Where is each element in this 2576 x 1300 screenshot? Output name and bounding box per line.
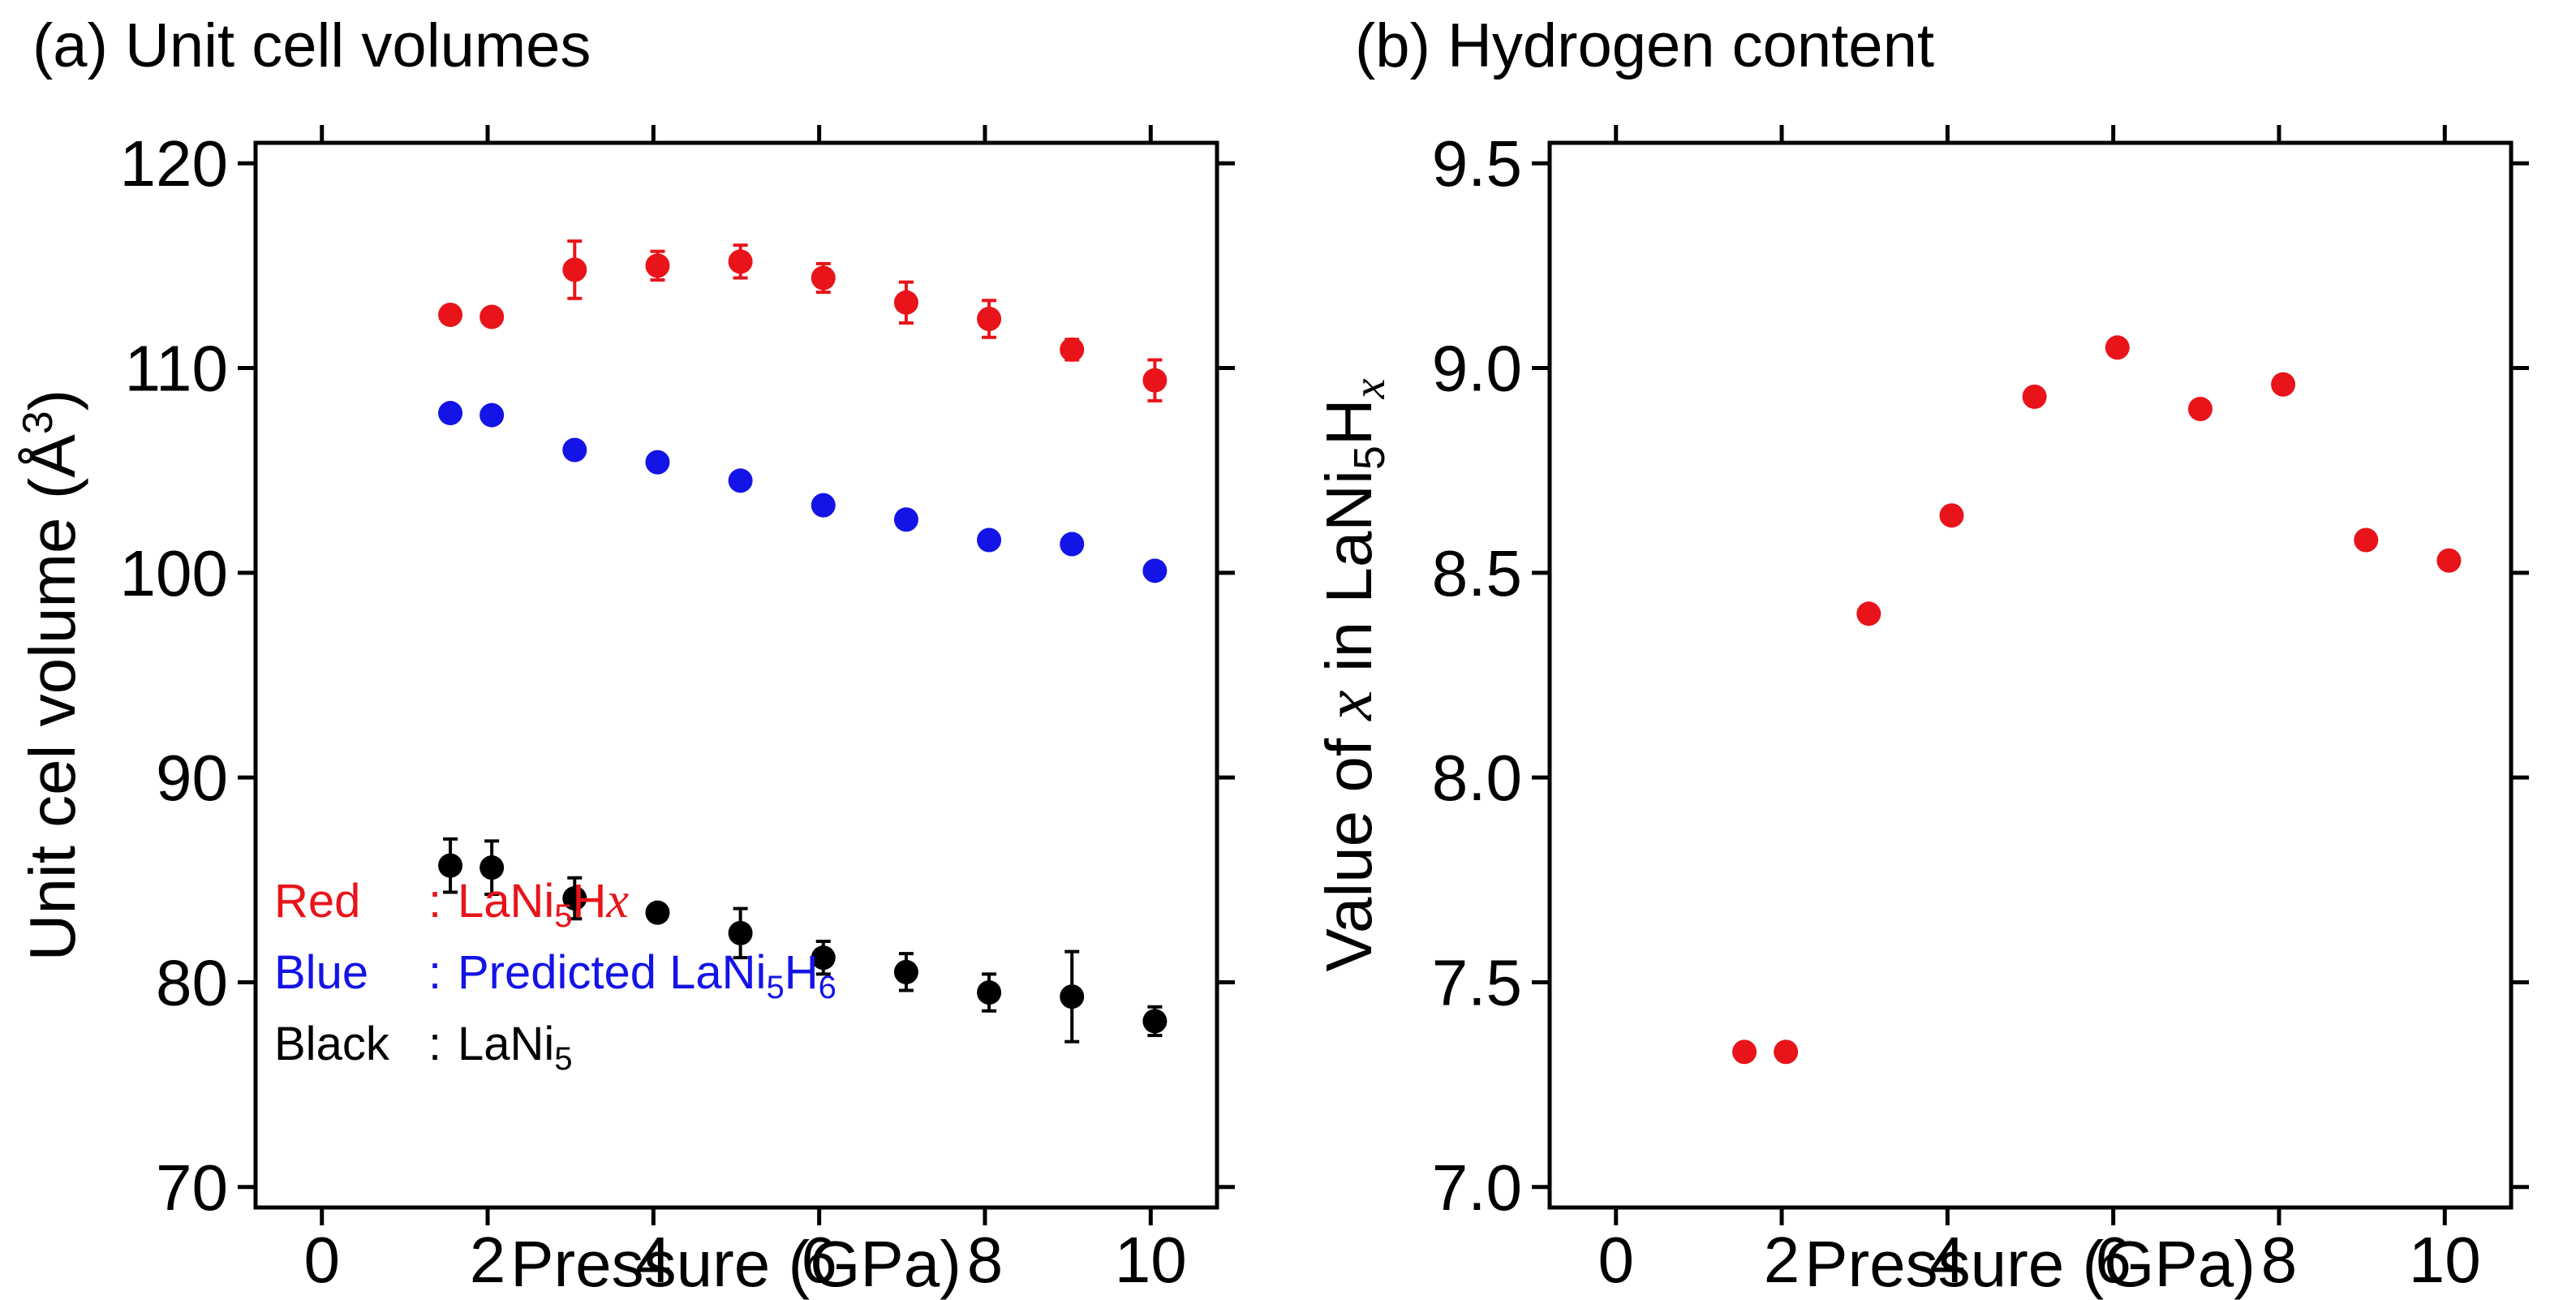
panel-a-data-point bbox=[893, 959, 918, 984]
panel-b-marks bbox=[1732, 335, 2462, 1065]
panel-a-y-tick-label: 120 bbox=[120, 127, 228, 200]
panel-b-data-point bbox=[1939, 503, 1964, 528]
panel-b-y-tick-label: 8.5 bbox=[1432, 537, 1522, 609]
panel-a-data-point bbox=[893, 290, 918, 315]
panel-a-x-tick-label: 10 bbox=[1115, 1224, 1187, 1296]
panel-b-y-axis-label-subx: x bbox=[1344, 378, 1395, 399]
panel-b-y-tick-label: 9.5 bbox=[1432, 127, 1522, 200]
panel-a-data-point bbox=[811, 265, 836, 291]
panel-a-data-point bbox=[645, 900, 670, 925]
panel-b-y-axis-label-mid: in LaNi bbox=[1313, 470, 1385, 690]
panel-a-data-point bbox=[977, 980, 1002, 1005]
panel-a-data-point bbox=[1142, 1009, 1168, 1034]
panel-a-data-point bbox=[562, 886, 587, 911]
panel-a-title: (a) Unit cell volumes bbox=[32, 11, 591, 80]
panel-b-x-tick-label: 2 bbox=[1764, 1224, 1800, 1296]
panel-a-y-axis-label: Unit cel volume (Å3) bbox=[15, 390, 88, 962]
legend-blue-text: Predicted LaNi5H6 bbox=[458, 946, 836, 1005]
legend-blue-label: Blue bbox=[274, 946, 368, 999]
panel-a-data-point bbox=[893, 507, 918, 532]
panel-a-y-axis-label-main: Unit cel volume (Å bbox=[16, 434, 88, 962]
panel-b-ticks: 0 2 4 6 8 10 7.0 7.5 8.0 8.5 9.0 9.5 bbox=[1432, 125, 2529, 1296]
legend-black-text: LaNi5 bbox=[458, 1018, 573, 1077]
panel-b-data-point bbox=[2436, 548, 2462, 573]
panel-b-x-tick-label: 4 bbox=[1929, 1224, 1966, 1296]
panel-b-y-axis-label-sub5: 5 bbox=[1345, 446, 1394, 470]
panel-a-y-tick-label: 80 bbox=[156, 946, 228, 1018]
panel-b-data-point bbox=[1856, 601, 1881, 626]
panel-b-title: (b) Hydrogen content bbox=[1355, 11, 1934, 80]
panel-a-x-axis-label: Pressure (GPa) bbox=[510, 1228, 961, 1300]
panel-a-data-point bbox=[480, 304, 505, 329]
panel-a-data-point bbox=[728, 249, 753, 274]
panel-a-data-point bbox=[438, 853, 463, 878]
panel-a-ticks: 0 2 4 6 8 10 70 80 90 100 110 120 bbox=[120, 125, 1235, 1296]
panel-a-data-point bbox=[1142, 558, 1168, 583]
panel-a-y-tick-label: 90 bbox=[156, 742, 228, 814]
panel-a-y-axis-label-superscript: 3 bbox=[15, 411, 62, 434]
panel-b-x-tick-label: 10 bbox=[2409, 1224, 2481, 1296]
panel-a-data-point bbox=[728, 920, 753, 945]
panel-a-data-point bbox=[811, 945, 836, 971]
panel-a-data-point bbox=[1060, 337, 1085, 362]
panel-b-data-point bbox=[1774, 1040, 1799, 1065]
panel-b-y-tick-label: 9.0 bbox=[1432, 333, 1522, 405]
panel-a-legend: Red : LaNi5Hx Blue : Predicted LaNi5H6 B… bbox=[274, 873, 836, 1077]
panel-a-data-point bbox=[1060, 532, 1085, 557]
panel-a-data-point bbox=[645, 253, 670, 278]
panel-a-data-point bbox=[562, 257, 587, 282]
panel-a-y-axis-label-close: ) bbox=[16, 390, 88, 411]
panel-b-x-axis-label: Pressure (GPa) bbox=[1804, 1228, 2256, 1300]
panel-a-data-point bbox=[480, 855, 505, 880]
panel-a-y-tick-label: 100 bbox=[120, 537, 228, 609]
panel-b-data-point bbox=[2022, 384, 2047, 409]
legend-red-text: LaNi5Hx bbox=[458, 873, 629, 934]
panel-a-data-point bbox=[728, 468, 753, 493]
panel-a-x-tick-label: 6 bbox=[801, 1224, 837, 1296]
legend-red-label: Red bbox=[274, 875, 360, 928]
panel-a-data-point bbox=[438, 401, 463, 426]
panel-a-data-point bbox=[811, 493, 836, 518]
panel-b-x-tick-label: 0 bbox=[1598, 1224, 1634, 1296]
panel-a-y-tick-label: 70 bbox=[156, 1151, 228, 1224]
panel-b-y-axis-label: Value of x in LaNi5Hx bbox=[1311, 378, 1395, 971]
panel-a-data-point bbox=[645, 450, 670, 475]
panel-b-data-point bbox=[2105, 335, 2130, 360]
panel-b-y-axis-label-h: H bbox=[1313, 398, 1385, 446]
panel-a-y-tick-label: 110 bbox=[124, 333, 228, 405]
legend-black-sep: : bbox=[428, 1018, 441, 1070]
panel-b-y-axis-label-x: x bbox=[1311, 690, 1387, 721]
panel-b-y-tick-label: 7.0 bbox=[1432, 1151, 1522, 1224]
legend-red-sep: : bbox=[428, 875, 441, 928]
panel-b-hydrogen-content: (b) Hydrogen content 0 2 4 6 8 10 7.0 7.5 8.0 8.5… bbox=[1311, 11, 2529, 1300]
legend-black-label: Black bbox=[274, 1018, 390, 1070]
legend-blue-sep: : bbox=[428, 946, 441, 999]
panel-a-data-point bbox=[977, 306, 1002, 331]
panel-a-data-point bbox=[480, 402, 505, 428]
panel-a-marks bbox=[438, 239, 1168, 1044]
panel-a-x-tick-label: 4 bbox=[635, 1224, 672, 1296]
panel-a-data-point bbox=[1060, 984, 1085, 1009]
panel-a-x-tick-label: 8 bbox=[967, 1224, 1004, 1296]
panel-b-plot-frame bbox=[1547, 140, 2514, 1210]
panel-b-data-point bbox=[2354, 527, 2379, 553]
panel-a-unit-cell-volumes: (a) Unit cell volumes 0 2 4 6 8 10 70 80 90 100 11… bbox=[15, 11, 1235, 1300]
panel-b-y-axis-label-prefix: Value of bbox=[1313, 721, 1385, 972]
panel-a-x-tick-label: 2 bbox=[470, 1224, 506, 1296]
panel-b-data-point bbox=[1732, 1040, 1757, 1065]
panel-a-data-point bbox=[438, 302, 463, 327]
panel-b-y-tick-label: 7.5 bbox=[1432, 946, 1522, 1018]
panel-a-x-tick-label: 0 bbox=[303, 1224, 340, 1296]
panel-b-x-tick-label: 8 bbox=[2261, 1224, 2298, 1296]
panel-a-data-point bbox=[977, 527, 1002, 553]
panel-b-data-point bbox=[2187, 397, 2213, 421]
panel-b-x-tick-label: 6 bbox=[2095, 1224, 2131, 1296]
panel-a-data-point bbox=[562, 437, 587, 463]
panel-b-data-point bbox=[2271, 372, 2296, 397]
panel-a-data-point bbox=[1142, 368, 1168, 393]
panel-a-plot-frame bbox=[253, 140, 1219, 1210]
panel-b-y-tick-label: 8.0 bbox=[1432, 742, 1522, 814]
